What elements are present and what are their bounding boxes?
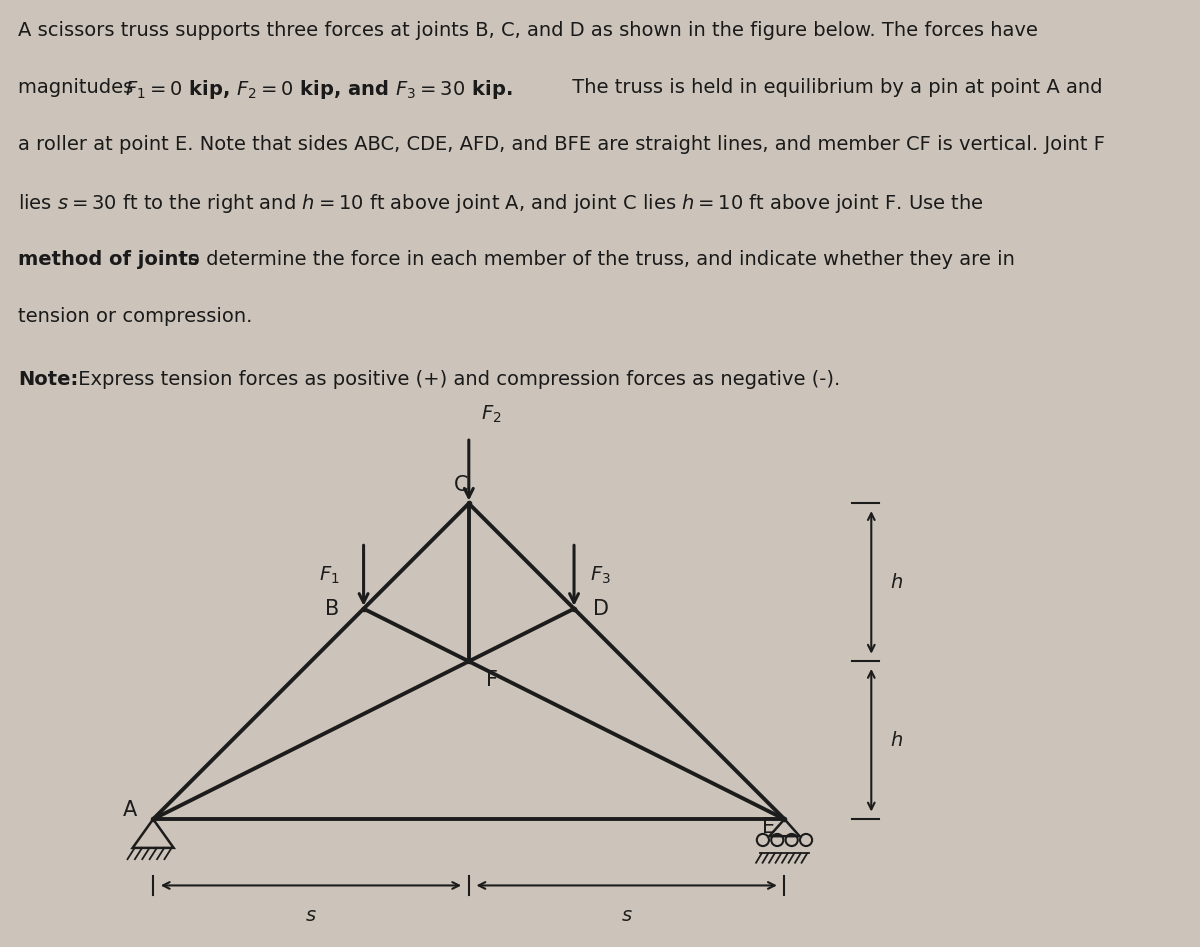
Text: $F_1 = 0$ kip, $F_2 = 0$ kip, and $F_3 = 30$ kip.: $F_1 = 0$ kip, $F_2 = 0$ kip, and $F_3 =… xyxy=(125,78,512,100)
Text: s: s xyxy=(622,906,631,925)
Text: method of joints: method of joints xyxy=(18,250,199,269)
Text: Express tension forces as positive (+) and compression forces as negative (-).: Express tension forces as positive (+) a… xyxy=(72,369,840,389)
Text: F: F xyxy=(486,670,498,690)
Text: $F_3$: $F_3$ xyxy=(590,565,611,586)
Text: h: h xyxy=(890,573,902,592)
Text: s: s xyxy=(306,906,316,925)
Text: h: h xyxy=(890,731,902,750)
Text: a roller at point E. Note that sides ABC, CDE, AFD, and BFE are straight lines, : a roller at point E. Note that sides ABC… xyxy=(18,135,1105,154)
Text: tension or compression.: tension or compression. xyxy=(18,307,252,326)
Text: C: C xyxy=(454,474,468,494)
Text: The truss is held in equilibrium by a pin at point A and: The truss is held in equilibrium by a pi… xyxy=(566,78,1103,97)
Text: Note:: Note: xyxy=(18,369,78,389)
Text: $F_2$: $F_2$ xyxy=(481,403,502,424)
Text: B: B xyxy=(325,599,340,618)
Text: $F_1$: $F_1$ xyxy=(318,565,340,586)
Text: lies $s = 30$ ft to the right and $h = 10$ ft above joint A, and joint C lies $h: lies $s = 30$ ft to the right and $h = 1… xyxy=(18,192,984,215)
Text: magnitudes: magnitudes xyxy=(18,78,139,97)
Text: to determine the force in each member of the truss, and indicate whether they ar: to determine the force in each member of… xyxy=(174,250,1015,269)
Text: E: E xyxy=(762,817,775,837)
Text: A scissors truss supports three forces at joints B, C, and D as shown in the fig: A scissors truss supports three forces a… xyxy=(18,21,1038,40)
Text: D: D xyxy=(593,599,608,618)
Text: A: A xyxy=(122,799,137,820)
